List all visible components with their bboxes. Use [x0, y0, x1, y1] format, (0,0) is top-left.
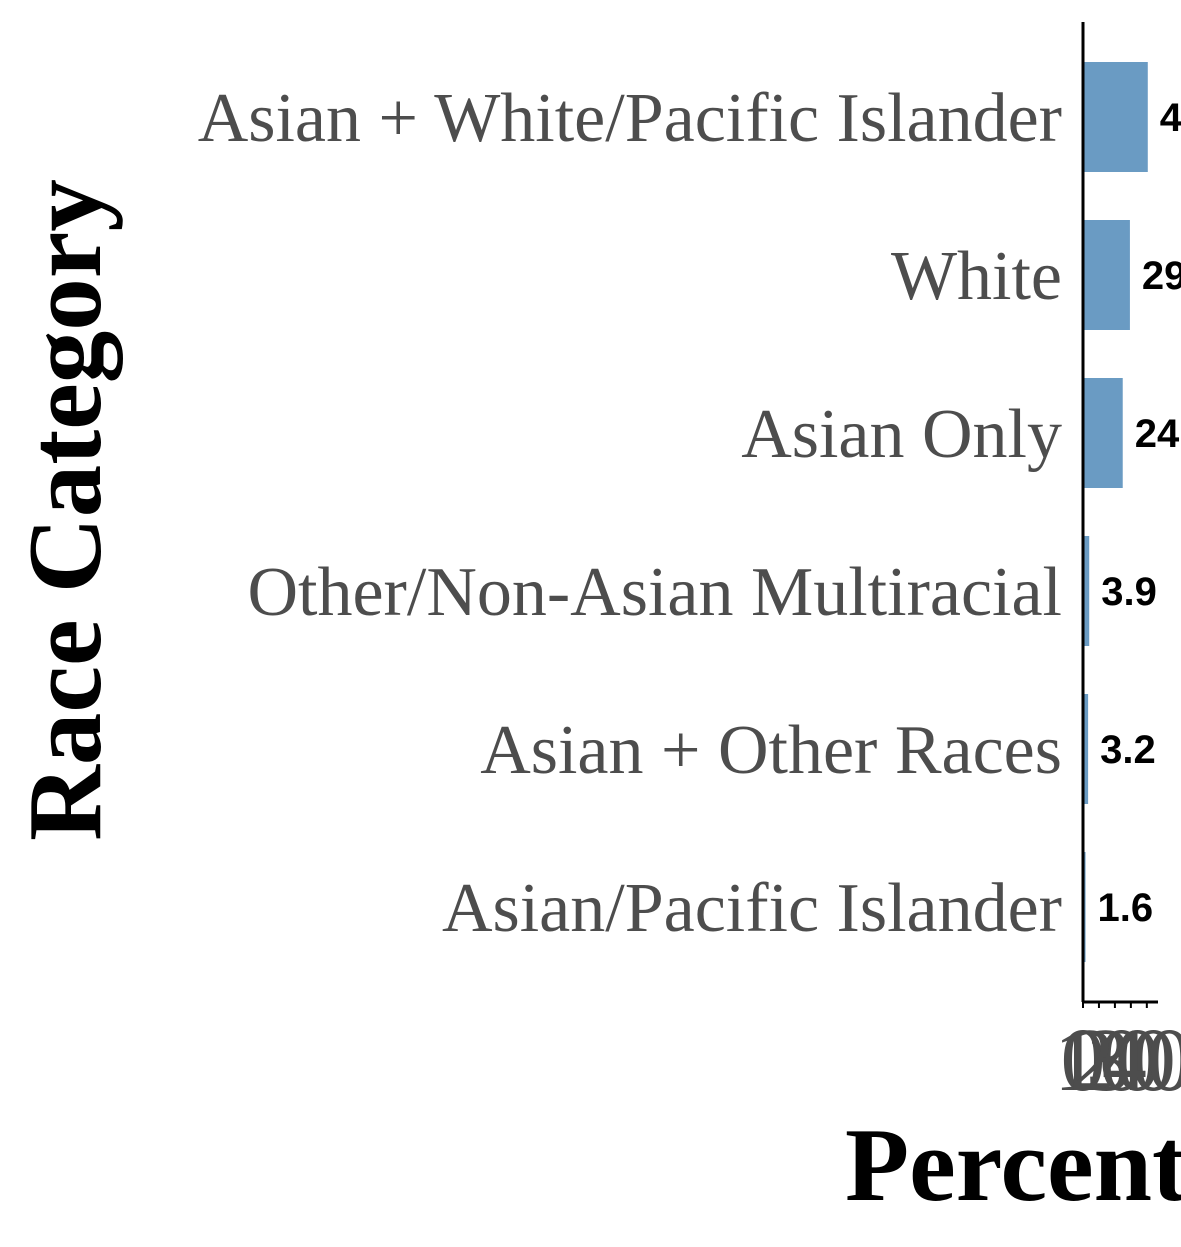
x-tick-label: 0 — [1061, 1011, 1106, 1110]
value-label: 40.6 — [1160, 96, 1181, 140]
y-tick-label: Other/Non-Asian Multiracial — [247, 554, 1062, 631]
y-tick-label: White — [891, 238, 1062, 315]
bar — [1083, 536, 1090, 646]
bar — [1083, 220, 1130, 330]
value-label: 1.6 — [1098, 886, 1154, 930]
value-label: 3.9 — [1101, 570, 1157, 614]
y-tick-label: Asian + White/Pacific Islander — [198, 80, 1062, 157]
value-label: 3.2 — [1100, 728, 1156, 772]
y-tick-label: Asian + Other Races — [480, 712, 1062, 789]
x-axis-title: Percentage — [845, 1106, 1181, 1223]
bar — [1083, 378, 1123, 488]
x-tick-label: 20 — [1070, 1011, 1160, 1110]
x-tick-label: 30 — [1086, 1011, 1176, 1110]
x-tick-label: 10 — [1054, 1011, 1144, 1110]
y-axis-title: Race Category — [6, 179, 123, 841]
y-tick-label: Asian Only — [741, 396, 1062, 473]
value-label: 29.4 — [1142, 254, 1181, 298]
bar — [1083, 62, 1148, 172]
value-label: 24.9 — [1135, 412, 1181, 456]
x-tick-label: 40 — [1102, 1011, 1181, 1110]
y-tick-label: Asian/Pacific Islander — [442, 870, 1062, 947]
bar — [1083, 694, 1089, 804]
